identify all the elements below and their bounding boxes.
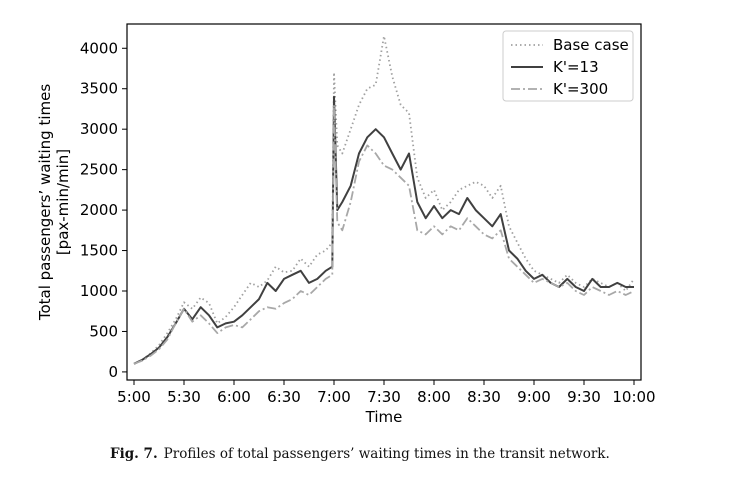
x-tick-label: 8:30: [467, 388, 501, 406]
y-tick-label: 4000: [80, 39, 118, 57]
x-tick-label: 6:00: [217, 388, 251, 406]
x-tick-label: 9:30: [567, 388, 601, 406]
series-line-2: [133, 104, 635, 365]
x-tick-label: 7:00: [317, 388, 351, 406]
y-axis-label-line: Total passengers’ waiting times: [36, 84, 54, 322]
legend-label: K'=300: [553, 80, 608, 98]
caption-text: Profiles of total passengers’ waiting ti…: [163, 446, 610, 462]
figure-label: Fig. 7.: [110, 446, 158, 462]
y-tick-label: 500: [89, 322, 118, 340]
y-tick-label: 2000: [80, 201, 118, 219]
x-tick-label: 6:30: [267, 388, 301, 406]
legend-box: [502, 30, 634, 102]
x-tick-label: 10:00: [612, 388, 655, 406]
x-tick-label: 9:00: [517, 388, 551, 406]
y-axis-label: Total passengers’ waiting times [pax-min/…: [36, 84, 72, 322]
y-tick-label: 0: [108, 363, 118, 381]
y-axis-label-line: [pax-min/min]: [54, 149, 72, 255]
legend-label: K'=13: [553, 58, 599, 76]
y-tick-label: 1000: [80, 282, 118, 300]
series-line-1: [133, 95, 634, 365]
y-tick-label: 1500: [80, 242, 118, 260]
y-tick-label: 2500: [80, 161, 118, 179]
series-group: [133, 35, 635, 365]
legend-label: Base case: [553, 36, 629, 54]
x-axis: 5:00 5:30 6:00 6:30 7:00 7:30 8:00 8:30 9:00 9:30…: [117, 380, 656, 406]
x-tick-label: 7:30: [367, 388, 401, 406]
figure-caption: Fig. 7. Profiles of total passengers’ wai…: [110, 446, 610, 462]
chart: Total passengers’ waiting times [pax-min/…: [36, 23, 656, 426]
y-tick-label: 3500: [80, 80, 118, 98]
x-tick-label: 5:00: [117, 388, 151, 406]
x-axis-label: Time: [365, 408, 403, 426]
x-tick-label: 8:00: [417, 388, 451, 406]
y-tick-label: 3000: [80, 120, 118, 138]
legend: Base case K'=13 K'=300: [502, 30, 634, 102]
x-tick-label: 5:30: [167, 388, 201, 406]
series-line-0: [133, 35, 635, 365]
y-axis: 0 500 1000 1500 2000 2500 3000 3500 4000: [80, 39, 127, 381]
